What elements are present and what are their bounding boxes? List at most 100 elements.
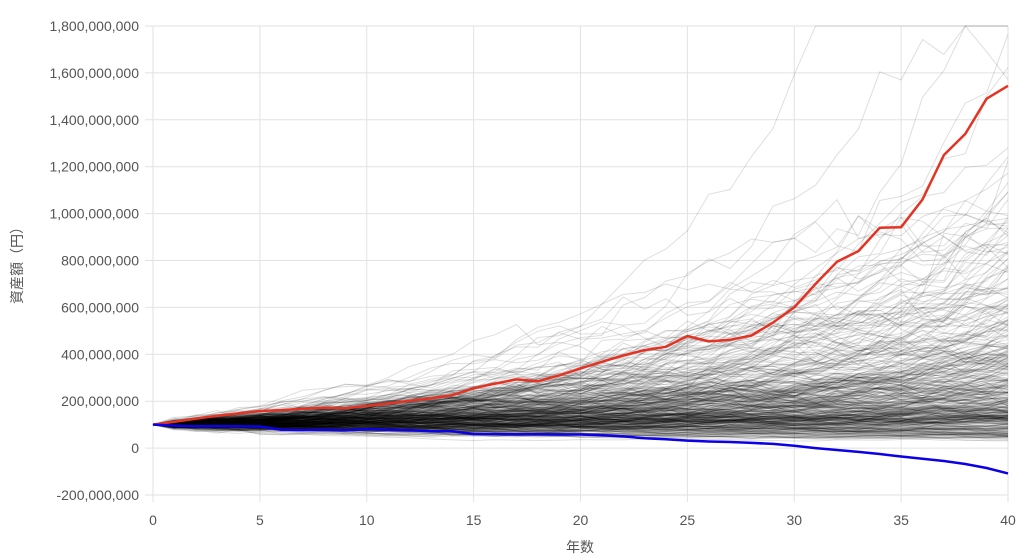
simulation-line — [152, 267, 1009, 426]
simulation-line — [152, 245, 1009, 426]
simulation-line — [152, 264, 1009, 426]
simulation-line — [152, 385, 1009, 428]
simulation-line — [152, 418, 1009, 429]
simulation-line — [152, 382, 1009, 426]
simulation-line — [152, 406, 1009, 430]
simulation-line — [152, 192, 1009, 426]
simulation-line — [152, 416, 1009, 431]
simulation-line — [152, 415, 1009, 430]
simulation-line — [152, 372, 1009, 428]
simulation-line — [152, 391, 1009, 427]
simulation-line — [152, 406, 1009, 433]
simulation-line — [152, 406, 1009, 429]
simulation-line — [152, 320, 1009, 428]
simulation-line — [152, 216, 1009, 426]
simulation-line — [152, 374, 1009, 429]
simulation-line — [152, 342, 1009, 426]
simulation-line — [152, 395, 1009, 429]
simulation-line — [152, 258, 1009, 426]
simulation-line — [152, 347, 1009, 428]
simulation-line — [152, 311, 1009, 426]
x-tick-label: 30 — [786, 512, 802, 528]
simulation-line — [152, 382, 1009, 429]
simulation-line — [152, 391, 1009, 426]
simulation-line — [153, 385, 1009, 426]
simulation-line — [152, 416, 1009, 432]
simulation-line — [152, 414, 1009, 426]
y-axis-title: 資産額（円） — [10, 220, 26, 304]
simulation-line — [152, 308, 1009, 426]
simulation-line — [152, 315, 1009, 426]
simulation-line — [152, 347, 1009, 428]
simulation-line — [152, 305, 1009, 426]
simulation-line — [152, 419, 1009, 433]
simulation-line — [152, 417, 1009, 435]
x-tick-label: 40 — [1000, 512, 1016, 528]
simulation-line — [152, 344, 1009, 426]
simulation-line — [152, 359, 1009, 426]
simulation-line — [152, 409, 1008, 433]
simulation-line — [152, 400, 1009, 426]
simulation-line — [152, 365, 1009, 426]
simulation-line — [152, 337, 1009, 426]
simulation-line — [152, 405, 1009, 428]
simulation-line — [152, 67, 1009, 427]
simulation-line — [152, 346, 1009, 426]
simulation-line — [152, 414, 1009, 429]
simulation-line — [152, 400, 1009, 426]
simulation-line — [152, 303, 1009, 426]
simulation-line — [152, 414, 1009, 429]
simulation-line — [152, 359, 1009, 426]
simulation-line — [152, 413, 1009, 430]
simulation-line — [152, 373, 1009, 426]
simulation-line — [152, 351, 1009, 426]
simulation-line — [152, 411, 1009, 431]
simulation-line — [152, 389, 1009, 426]
simulation-line — [152, 393, 1009, 426]
simulation-line — [152, 388, 1009, 426]
simulation-line — [152, 409, 1009, 431]
simulation-line — [152, 363, 1009, 427]
simulation-line — [152, 364, 1009, 426]
worst-case-line — [152, 423, 1009, 475]
simulation-line — [152, 323, 1009, 428]
simulation-line — [152, 412, 1009, 430]
simulation-line — [152, 394, 1009, 433]
simulation-line — [152, 406, 1009, 427]
simulation-line — [152, 411, 1009, 426]
simulation-line — [152, 333, 1009, 426]
simulation-line — [152, 381, 1009, 426]
simulation-line — [152, 338, 1009, 428]
simulation-line — [152, 411, 1009, 430]
simulation-line — [152, 424, 1009, 439]
simulation-line — [152, 401, 1009, 426]
simulation-line — [152, 396, 1009, 428]
simulation-line — [152, 402, 1009, 429]
simulation-line — [152, 372, 1009, 426]
simulation-line — [152, 389, 1009, 428]
simulation-line — [152, 415, 1009, 428]
simulation-line — [152, 379, 1009, 426]
simulation-line — [152, 383, 1009, 426]
simulation-line — [152, 335, 1009, 427]
simulation-line — [152, 307, 1009, 430]
simulation-line — [152, 417, 1009, 431]
simulation-line — [152, 421, 1009, 430]
simulation-line — [152, 322, 1009, 426]
simulation-line — [152, 414, 1009, 433]
simulation-line — [152, 343, 1009, 426]
y-tick-label: 600,000,000 — [61, 299, 139, 315]
simulation-line — [152, 297, 1009, 426]
simulation-line — [152, 407, 1008, 426]
simulation-line — [152, 303, 1009, 426]
simulation-line — [152, 261, 1009, 426]
simulation-line — [152, 399, 1009, 428]
simulation-line — [152, 316, 1009, 429]
simulation-line — [152, 405, 1009, 432]
x-tick-label: 5 — [256, 512, 264, 528]
simulation-line — [153, 408, 1009, 427]
simulation-line — [152, 414, 1009, 435]
simulation-line — [152, 390, 1009, 429]
simulation-line — [152, 352, 1009, 431]
